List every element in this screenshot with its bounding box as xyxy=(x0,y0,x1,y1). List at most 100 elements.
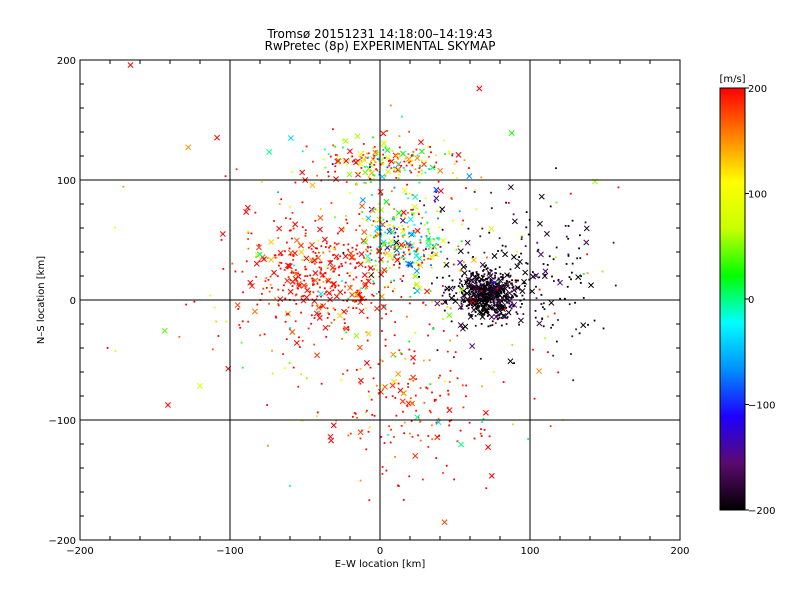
dot-marker-point xyxy=(489,269,492,271)
dot-marker-point xyxy=(472,302,475,305)
dot-marker-point xyxy=(357,172,360,175)
x-marker-point xyxy=(196,382,203,389)
x-tick-label: −100 xyxy=(216,546,243,557)
x-marker-point xyxy=(536,320,543,327)
dot-marker-point xyxy=(470,304,473,307)
dot-marker-point xyxy=(524,245,527,248)
dot-marker-point xyxy=(328,250,331,253)
dot-marker-point xyxy=(341,280,343,283)
dot-marker-point xyxy=(356,183,358,186)
dot-marker-point xyxy=(405,164,408,167)
dot-marker-point xyxy=(418,200,421,202)
dot-marker-point xyxy=(494,271,497,274)
dot-marker-point xyxy=(391,219,394,222)
dot-marker-point xyxy=(388,425,390,428)
dot-marker-point xyxy=(564,224,567,227)
dot-marker-point xyxy=(388,241,390,244)
dot-marker-point xyxy=(441,285,444,287)
dot-marker-point xyxy=(403,257,406,260)
dot-marker-point xyxy=(365,331,368,334)
x-marker-point xyxy=(271,269,277,276)
x-marker-point xyxy=(410,354,417,361)
dot-marker-point xyxy=(544,337,546,340)
x-marker-point xyxy=(414,227,421,234)
dot-marker-point xyxy=(546,351,549,354)
dot-marker-point xyxy=(270,287,273,289)
dot-marker-point xyxy=(306,275,309,278)
dot-marker-point xyxy=(586,253,589,256)
dot-marker-point xyxy=(291,285,294,287)
dot-marker-point xyxy=(410,154,413,157)
dot-marker-point xyxy=(349,432,352,435)
dot-marker-point xyxy=(446,350,449,353)
dot-marker-point xyxy=(385,313,388,315)
dot-marker-point xyxy=(372,220,375,223)
dot-marker-point xyxy=(474,295,477,297)
dot-marker-point xyxy=(310,248,313,250)
dot-marker-point xyxy=(376,233,378,236)
dot-marker-point xyxy=(492,300,495,303)
dot-marker-point xyxy=(247,230,250,233)
dot-marker-point xyxy=(326,316,329,319)
dot-marker-point xyxy=(247,247,250,250)
dot-marker-point xyxy=(438,237,440,240)
dot-marker-point xyxy=(481,295,484,297)
dot-marker-point xyxy=(407,246,410,249)
dot-marker-point xyxy=(408,161,410,164)
dot-marker-point xyxy=(415,250,417,253)
x-marker-point xyxy=(514,263,521,270)
colorbar-tick-label: 0 xyxy=(748,295,754,306)
dot-marker-point xyxy=(407,197,410,200)
dot-marker-point xyxy=(402,251,405,254)
dot-marker-point xyxy=(493,308,496,311)
dot-marker-point xyxy=(443,309,446,312)
dot-marker-point xyxy=(408,192,411,195)
dot-marker-point xyxy=(434,254,437,257)
x-marker-point xyxy=(335,157,342,164)
dot-marker-point xyxy=(497,295,500,298)
dot-marker-point xyxy=(497,307,500,310)
dot-marker-point xyxy=(449,339,451,342)
dot-marker-point xyxy=(397,226,400,229)
dot-marker-point xyxy=(407,236,410,239)
dot-marker-point xyxy=(485,268,488,271)
dot-marker-point xyxy=(439,245,442,248)
dot-marker-point xyxy=(378,290,380,293)
dot-marker-point xyxy=(269,275,272,278)
dot-marker-point xyxy=(482,269,484,272)
dot-marker-point xyxy=(488,287,491,290)
dot-marker-point xyxy=(552,258,555,261)
dot-marker-point xyxy=(271,372,274,375)
dot-marker-point xyxy=(355,276,358,279)
dot-marker-point xyxy=(377,202,380,205)
x-marker-point xyxy=(395,210,402,216)
dot-marker-point xyxy=(478,281,481,283)
dot-marker-point xyxy=(355,229,358,231)
x-marker-point xyxy=(316,314,323,321)
x-marker-point xyxy=(363,360,370,366)
dot-marker-point xyxy=(555,201,558,204)
dot-marker-point xyxy=(312,283,314,286)
dot-marker-point xyxy=(364,287,367,290)
dot-marker-point xyxy=(428,155,430,158)
dot-marker-point xyxy=(401,234,404,237)
dot-marker-point xyxy=(408,348,411,351)
dot-marker-point xyxy=(335,243,338,246)
dot-marker-point xyxy=(509,268,512,271)
dot-marker-point xyxy=(351,415,354,418)
dot-marker-point xyxy=(516,250,518,253)
x-marker-point xyxy=(312,270,319,277)
dot-marker-point xyxy=(348,158,351,161)
dot-marker-point xyxy=(502,297,504,300)
dot-marker-point xyxy=(553,312,556,315)
dot-marker-point xyxy=(486,267,489,270)
dot-marker-point xyxy=(502,381,505,383)
dot-marker-point xyxy=(379,235,382,238)
x-marker-point xyxy=(446,407,453,414)
dot-marker-point xyxy=(392,218,395,221)
dot-marker-point xyxy=(397,177,400,180)
dot-marker-point xyxy=(487,285,490,288)
dot-marker-point xyxy=(481,227,484,230)
dot-marker-point xyxy=(417,434,420,437)
dot-marker-point xyxy=(410,171,413,174)
